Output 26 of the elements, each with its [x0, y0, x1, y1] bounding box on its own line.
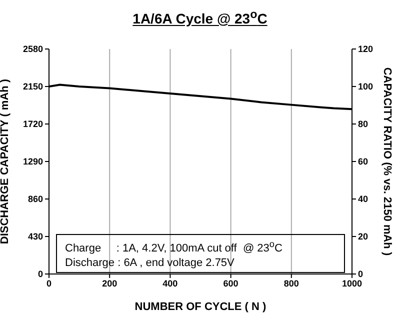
y-tick-label: 1290 [22, 156, 43, 167]
x-tick-label: 200 [102, 278, 118, 288]
x-tick-label: 800 [284, 278, 299, 288]
y2-tick-label: 40 [358, 194, 368, 204]
annotation: Discharge : 6A , end voltage 2.75V [65, 256, 236, 270]
y2-tick-label: 80 [358, 119, 368, 130]
y-tick-label: 2580 [22, 44, 43, 54]
x-tick-label: 400 [162, 278, 178, 288]
x-tick-label: 600 [223, 278, 238, 288]
y2-tick-label: 0 [358, 269, 364, 280]
x-axis-title: NUMBER OF CYCLE ( N ) [134, 301, 267, 313]
y-axis-title: DISCHARGE CAPACITY ( mAh ) [0, 78, 11, 244]
y-tick-label: 430 [28, 232, 43, 242]
y2-tick-label: 20 [358, 232, 368, 242]
y2-tick-label: 100 [358, 82, 374, 92]
y2-tick-label: 120 [358, 44, 374, 54]
annotation: Charge : 1A, 4.2V, 100mA cut off @ 23$^{o}$C [65, 238, 284, 256]
y-tick-label: 1720 [22, 119, 43, 130]
y-tick-label: 2150 [22, 82, 43, 92]
y-tick-label: 0 [38, 269, 43, 280]
x-tick-label: 0 [46, 278, 52, 288]
x-tick-label: 1000 [342, 278, 362, 288]
y2-tick-label: 60 [358, 156, 368, 167]
y2-axis-title: CAPACITY RATIO (% vs. 2150 mAh ) [381, 67, 394, 256]
chart-title: 1A/6A Cycle @ 23$^{o}$C [132, 8, 268, 27]
y-tick-label: 860 [28, 194, 43, 204]
